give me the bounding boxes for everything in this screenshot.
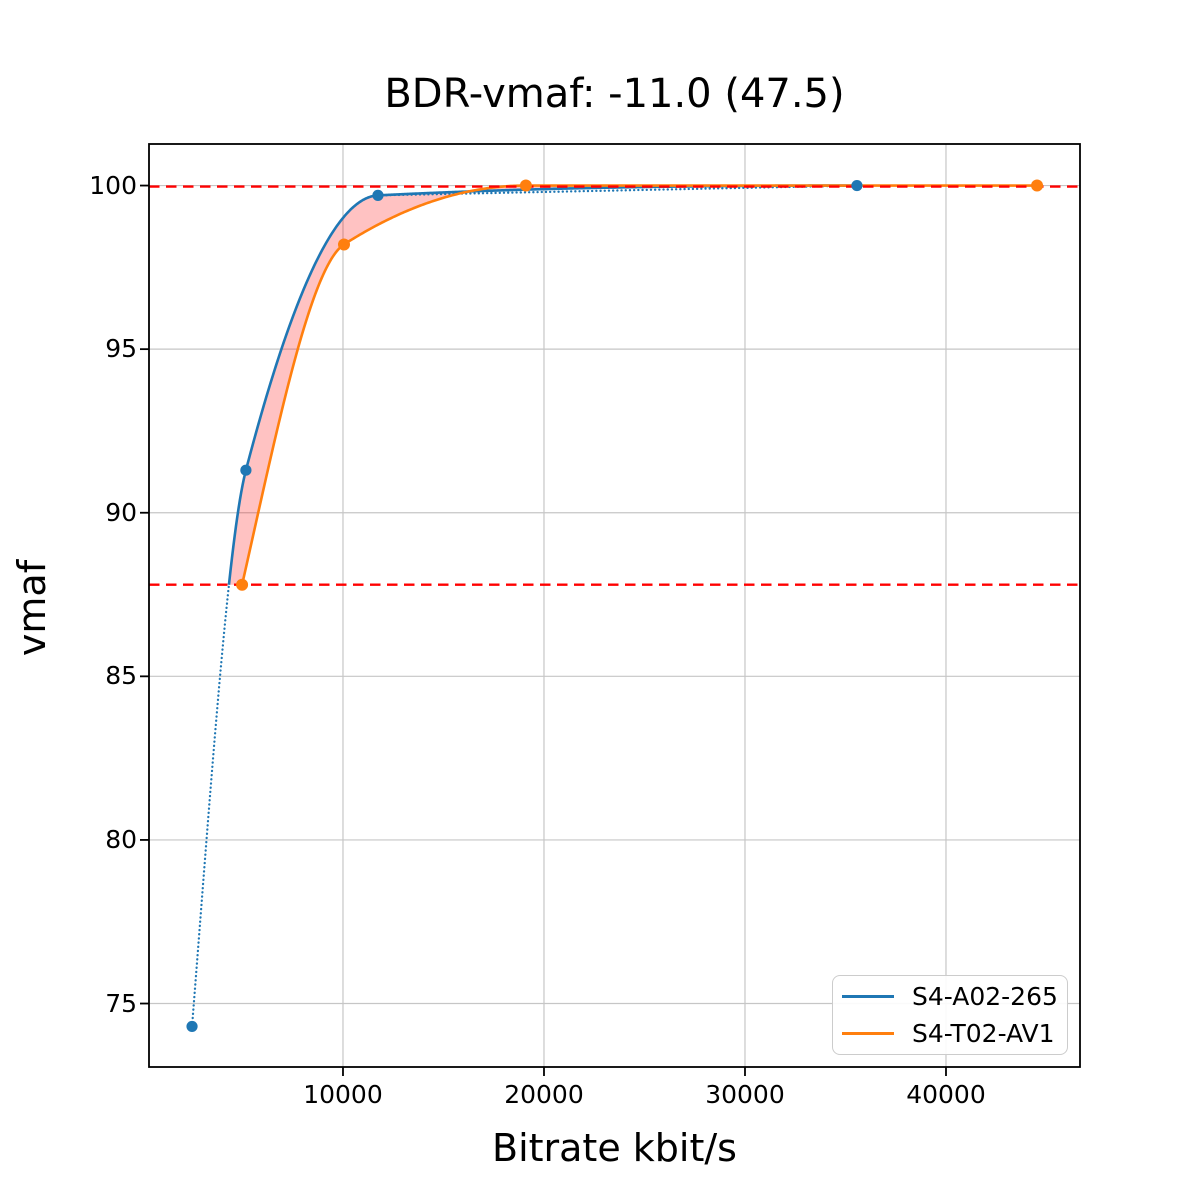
legend-line-sample-blue: [842, 995, 894, 999]
curve-dotted-tail: [190, 583, 231, 1028]
y-tick-label: 90: [105, 497, 137, 527]
y-tick-label: 100: [89, 170, 137, 200]
y-tick-label: 95: [105, 334, 137, 364]
data-point-s4-a02-265: [851, 179, 863, 192]
data-point-s4-t02-av1: [337, 238, 350, 251]
chart-title: BDR-vmaf: -11.0 (47.5): [384, 71, 845, 117]
legend-item-s4-a02-265: S4-A02-265: [833, 979, 1067, 1015]
x-tick-label: 40000: [906, 1080, 986, 1109]
legend-item-s4-t02-av1: S4-T02-AV1: [833, 1015, 1067, 1051]
legend-label: S4-A02-265: [912, 982, 1058, 1012]
x-tick-label: 30000: [705, 1080, 785, 1109]
data-point-s4-a02-265: [240, 464, 252, 476]
data-point-s4-t02-av1: [519, 179, 532, 192]
fill-area-between-curves: [228, 185, 857, 585]
legend: S4-A02-265 S4-T02-AV1: [832, 975, 1068, 1055]
y-tick-label: 75: [105, 988, 137, 1018]
y-tick-label: 85: [105, 661, 137, 691]
x-tick-label: 10000: [303, 1080, 383, 1109]
x-axis-label: Bitrate kbit/s: [492, 1126, 737, 1170]
data-point-s4-a02-265: [186, 1020, 198, 1033]
data-point-s4-a02-265: [372, 189, 384, 201]
data-point-s4-t02-av1: [236, 578, 249, 591]
x-tick-label: 20000: [504, 1080, 584, 1109]
legend-label: S4-T02-AV1: [912, 1018, 1055, 1048]
axes-spines: [148, 143, 1081, 1068]
y-tick-label: 80: [105, 824, 137, 854]
y-axis-label: vmaf: [10, 559, 54, 657]
curve-s4-t02-av1: [240, 184, 1038, 586]
legend-line-sample-orange: [842, 1031, 894, 1035]
data-point-s4-t02-av1: [1031, 179, 1044, 192]
curve-s4-a02-265: [227, 184, 857, 585]
